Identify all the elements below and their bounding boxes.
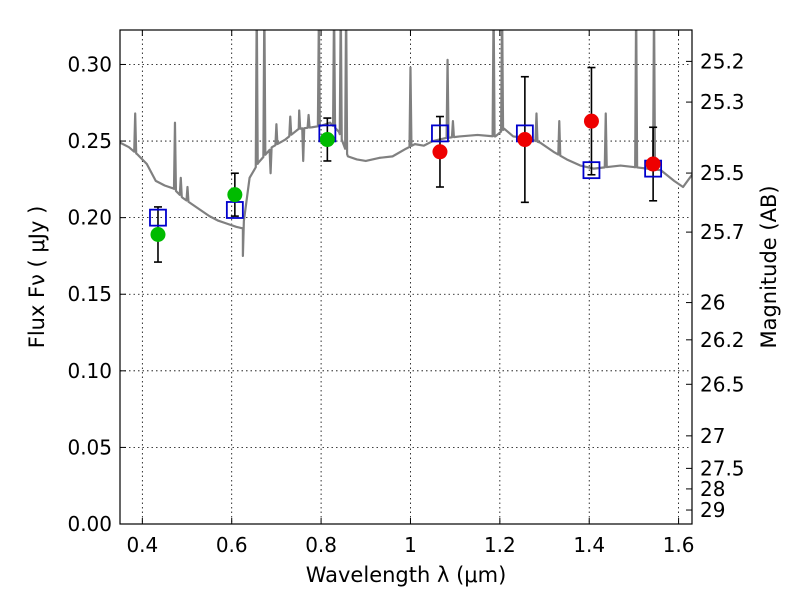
y-tick-label: 0.20 <box>67 206 112 230</box>
mag-tick-label: 26.2 <box>700 328 745 352</box>
y-tick-label: 0.15 <box>67 282 112 306</box>
x-tick-labels: 0.4 0.6 0.8 1 1.2 1.4 1.6 <box>126 533 694 557</box>
y-tick-label: 0.25 <box>67 129 112 153</box>
x-tick-label: 1.4 <box>573 533 605 557</box>
model-photometry-point <box>149 208 167 227</box>
x-tick-label: 1 <box>404 533 417 557</box>
observed-optical-point <box>227 187 243 203</box>
observed-ir-point <box>583 113 599 129</box>
tick-marks <box>120 30 692 525</box>
model-photometry-point <box>582 161 601 180</box>
y-tick-label: 0.30 <box>67 52 112 76</box>
mag-tick-label: 28 <box>700 477 725 501</box>
observed-ir-point <box>517 132 533 148</box>
x-axis-label: Wavelength λ (μm) <box>306 563 507 587</box>
mag-tick-label: 25.7 <box>700 220 745 244</box>
mag-tick-label: 26.5 <box>700 372 745 396</box>
mag-tick-label: 26 <box>700 291 725 315</box>
y-tick-labels: 0.00 0.05 0.10 0.15 0.20 0.25 0.30 <box>67 52 112 536</box>
model-photometry-point <box>431 124 449 143</box>
observed-optical-point <box>319 132 335 148</box>
y-axis-label: Flux Fν ( μJy ) <box>25 206 49 349</box>
mag-tick-label: 25.3 <box>700 90 745 114</box>
plot-frame <box>119 29 693 525</box>
y2-axis-label: Magnitude (AB) <box>757 185 781 348</box>
x-tick-label: 0.8 <box>305 533 337 557</box>
x-tick-label: 1.6 <box>663 533 695 557</box>
observed-ir-point <box>432 144 448 160</box>
y-tick-label: 0.10 <box>67 359 112 383</box>
mag-tick-label: 25.5 <box>700 161 745 185</box>
y-tick-label: 0.05 <box>67 435 112 459</box>
mag-tick-label: 27.5 <box>700 456 745 480</box>
observed-optical-point <box>150 226 166 242</box>
mag-tick-label: 27 <box>700 424 725 448</box>
x-tick-label: 0.4 <box>126 533 158 557</box>
plot-area <box>120 30 692 524</box>
mag-tick-label: 29 <box>700 498 725 522</box>
mag-tick-label: 25.2 <box>700 49 745 73</box>
model-spectrum-line <box>120 30 692 258</box>
x-tick-label: 0.6 <box>216 533 248 557</box>
data-layer <box>120 30 692 263</box>
x-tick-label: 1.2 <box>484 533 516 557</box>
observed-ir-point <box>645 156 661 172</box>
y-tick-label: 0.00 <box>67 512 112 536</box>
